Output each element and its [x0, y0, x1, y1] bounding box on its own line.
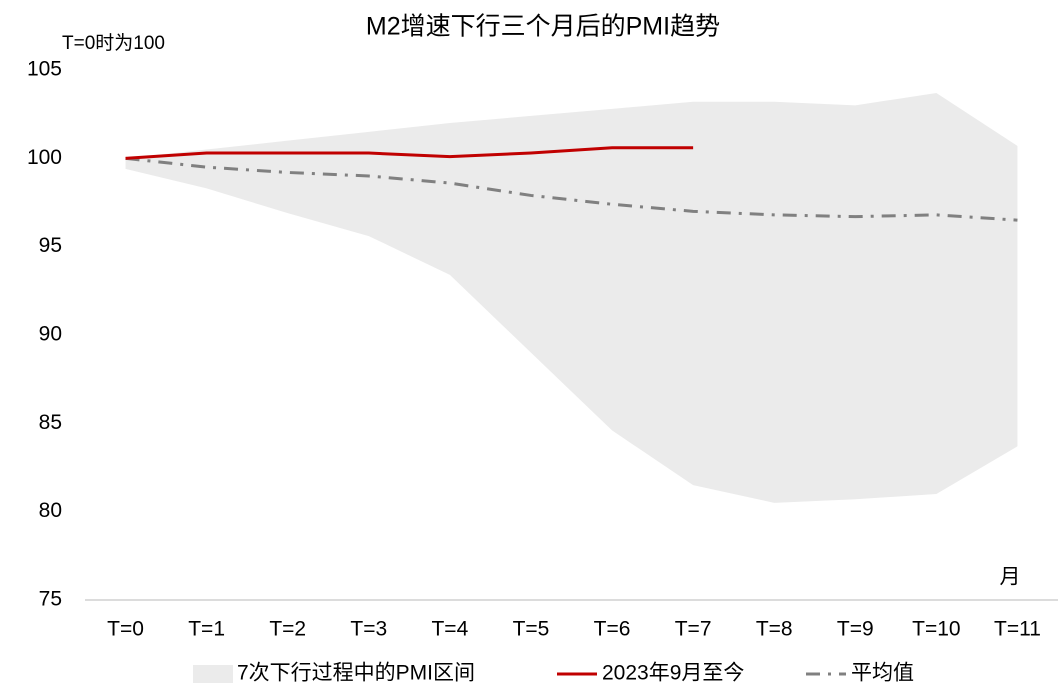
y-tick-label: 80: [39, 499, 62, 522]
x-tick-label: T=0: [107, 618, 144, 641]
y-tick-label: 105: [27, 58, 62, 81]
y-tick-label: 100: [27, 146, 62, 169]
x-tick-label: T=3: [350, 618, 387, 641]
x-tick-label: T=10: [912, 618, 960, 641]
x-tick-label: T=8: [756, 618, 793, 641]
y-tick-label: 95: [39, 234, 62, 257]
x-tick-label: T=11: [994, 618, 1041, 641]
x-unit-annotation: 月: [1000, 566, 1021, 589]
series-line: [125, 146, 694, 160]
range-band: [125, 92, 1018, 503]
y-tick-label: 90: [39, 323, 62, 346]
x-tick-label: T=4: [431, 618, 468, 641]
legend-label: 2023年9月至今: [602, 662, 744, 685]
legend-label: 平均值: [851, 662, 914, 685]
x-tick-label: T=2: [269, 618, 306, 641]
x-tick-label: T=1: [188, 618, 225, 641]
legend-swatch: [193, 665, 233, 683]
x-tick-label: T=6: [594, 618, 631, 641]
y-unit-annotation: T=0时为100: [62, 32, 165, 54]
x-tick-label: T=7: [675, 618, 712, 641]
x-tick-label: T=9: [837, 618, 874, 641]
y-tick-label: 85: [39, 411, 62, 434]
legend-label: 7次下行过程中的PMI区间: [237, 662, 475, 685]
y-tick-label: 75: [39, 588, 62, 611]
x-tick-label: T=5: [513, 618, 550, 641]
chart-title: M2增速下行三个月后的PMI趋势: [366, 13, 720, 41]
